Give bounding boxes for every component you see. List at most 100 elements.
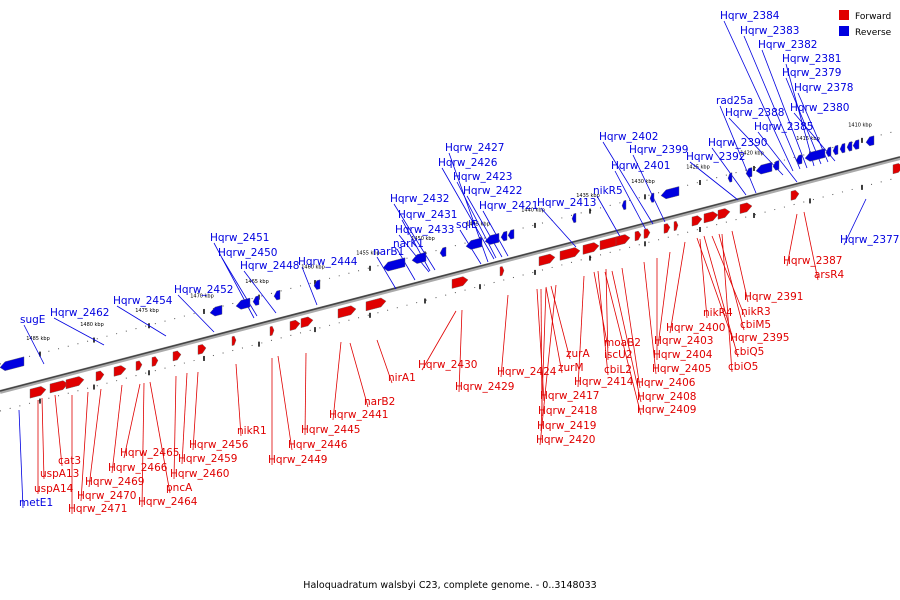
gene-label: Hqrw_2418 bbox=[538, 405, 597, 417]
reverse-gene-arrow bbox=[252, 295, 260, 306]
gene-label: zurM bbox=[558, 362, 584, 374]
gene-label: nikR1 bbox=[237, 425, 267, 437]
forward-gene-arrow bbox=[643, 228, 651, 239]
forward-gene-arrow bbox=[691, 215, 703, 227]
gene-label: Hqrw_2454 bbox=[113, 295, 173, 307]
reverse-gene-arrow bbox=[846, 141, 853, 152]
scale-tick-label: 1445 kbp bbox=[466, 222, 490, 228]
reverse-gene-arrow bbox=[727, 172, 733, 183]
leader-line bbox=[621, 267, 641, 389]
leader-line bbox=[376, 339, 393, 384]
forward-gene-arrow bbox=[703, 211, 719, 224]
gene-label: Hqrw_2406 bbox=[636, 377, 696, 389]
gene-label: cbiQ5 bbox=[734, 346, 764, 358]
gene-label: Hqrw_2424 bbox=[497, 366, 557, 378]
leader-line bbox=[719, 105, 757, 194]
leader-line bbox=[54, 394, 63, 467]
gene-label: Hqrw_2464 bbox=[138, 496, 198, 508]
gene-label: nirA1 bbox=[388, 372, 416, 384]
gene-label: Hqrw_2451 bbox=[210, 232, 269, 244]
gene-label: uspA13 bbox=[40, 468, 79, 480]
gene-label: Hqrw_2395 bbox=[730, 332, 789, 344]
leader-line bbox=[500, 294, 509, 378]
scale-tick-label: 1440 kbp bbox=[521, 207, 545, 213]
reverse-gene-arrow bbox=[273, 289, 281, 301]
scale-tick-label: 1465 kbp bbox=[245, 279, 269, 285]
forward-gene-arrow bbox=[634, 230, 642, 242]
leader-line bbox=[699, 238, 708, 319]
gene-label: Hqrw_2384 bbox=[720, 10, 780, 22]
leader-line bbox=[401, 219, 431, 272]
gene-label: Hqrw_2383 bbox=[740, 25, 799, 37]
reverse-gene-arrow bbox=[484, 233, 500, 245]
leader-line bbox=[657, 251, 671, 347]
forward-gene-arrow bbox=[739, 202, 753, 214]
forward-gene-arrow bbox=[29, 386, 47, 399]
reverse-gene-arrow bbox=[772, 160, 780, 171]
leader-line bbox=[111, 384, 123, 474]
gene-label: Hqrw_2404 bbox=[653, 349, 713, 361]
leader-line bbox=[602, 141, 654, 225]
gene-label: Hqrw_2421 bbox=[479, 200, 538, 212]
gene-label: Hqrw_2459 bbox=[178, 453, 237, 465]
leader-line bbox=[743, 35, 801, 170]
leader-line bbox=[723, 20, 794, 172]
scale-tick-label: 1420 kbp bbox=[740, 150, 764, 156]
leader-line bbox=[396, 248, 416, 281]
gene-label: Hqrw_2420 bbox=[536, 434, 595, 446]
caption: Haloquadratum walsbyi C23, complete geno… bbox=[303, 580, 596, 591]
gene-label: arsR4 bbox=[814, 269, 845, 281]
leader-line bbox=[843, 198, 867, 246]
leader-line bbox=[466, 195, 503, 258]
leader-line bbox=[605, 268, 609, 361]
leader-line bbox=[593, 271, 609, 349]
scale-tick-label: 1415 kbp bbox=[796, 136, 820, 142]
gene-label: Hqrw_2470 bbox=[77, 490, 136, 502]
reverse-gene-arrow bbox=[839, 143, 846, 154]
forward-gene-arrow bbox=[289, 319, 301, 331]
reverse-gene-arrow bbox=[439, 246, 447, 258]
forward-gene-arrow bbox=[300, 316, 314, 328]
gene-label: Hqrw_2378 bbox=[794, 82, 853, 94]
gene-label: Hqrw_2456 bbox=[189, 439, 249, 451]
reverse-gene-arrow bbox=[465, 237, 483, 250]
leader-line bbox=[689, 161, 739, 201]
reverse-gene-arrow bbox=[571, 212, 577, 224]
leader-line bbox=[441, 167, 495, 260]
gene-label: Hqrw_2402 bbox=[599, 131, 658, 143]
reverse-gene-arrow bbox=[832, 144, 839, 156]
reverse-gene-arrow bbox=[235, 297, 251, 310]
forward-gene-arrow bbox=[790, 189, 800, 201]
gene-label: cbiL2 bbox=[604, 364, 632, 376]
gene-label: Hqrw_2391 bbox=[744, 291, 803, 303]
leader-line bbox=[703, 235, 739, 358]
gene-label: pncA bbox=[166, 482, 193, 494]
forward-gene-arrow bbox=[365, 297, 387, 312]
leader-line bbox=[539, 284, 557, 446]
forward-gene-arrow bbox=[582, 242, 600, 255]
gene-label: Hqrw_2401 bbox=[611, 160, 670, 172]
gene-label: sugE bbox=[20, 314, 45, 326]
forward-gene-arrow bbox=[892, 163, 900, 175]
leader-line bbox=[577, 275, 585, 388]
leader-line bbox=[540, 207, 577, 248]
scale-tick-label: 1435 kbp bbox=[576, 193, 600, 199]
gene-label: moaB2 bbox=[604, 337, 641, 349]
gene-label: Hqrw_2423 bbox=[453, 171, 512, 183]
scale-tick-label: 1455 kbp bbox=[356, 250, 380, 256]
reverse-gene-arrow bbox=[804, 148, 826, 162]
leader-line bbox=[349, 342, 369, 408]
gene-label: Hqrw_2408 bbox=[637, 391, 696, 403]
leader-line bbox=[669, 241, 686, 334]
forward-gene-arrow bbox=[49, 380, 69, 394]
leader-line bbox=[301, 266, 318, 306]
leader-line bbox=[332, 341, 342, 421]
gene-label: Hqrw_2390 bbox=[708, 137, 767, 149]
gene-label: Hqrw_2382 bbox=[758, 39, 817, 51]
leader-line bbox=[53, 317, 105, 346]
scale-tick-label: 1480 kbp bbox=[80, 322, 104, 328]
gene-label: Hqrw_2460 bbox=[170, 468, 229, 480]
gene-label: Hqrw_2417 bbox=[540, 390, 599, 402]
gene-arrows bbox=[0, 135, 900, 399]
